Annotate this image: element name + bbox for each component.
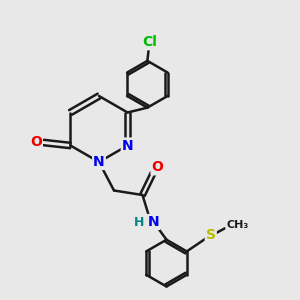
Text: N: N <box>122 139 134 152</box>
Text: Cl: Cl <box>142 35 157 49</box>
Text: H: H <box>134 215 144 229</box>
Text: S: S <box>206 228 216 242</box>
Text: O: O <box>152 160 164 174</box>
Text: N: N <box>148 215 159 229</box>
Text: N: N <box>93 155 105 169</box>
Text: CH₃: CH₃ <box>226 220 249 230</box>
Text: O: O <box>30 136 42 149</box>
